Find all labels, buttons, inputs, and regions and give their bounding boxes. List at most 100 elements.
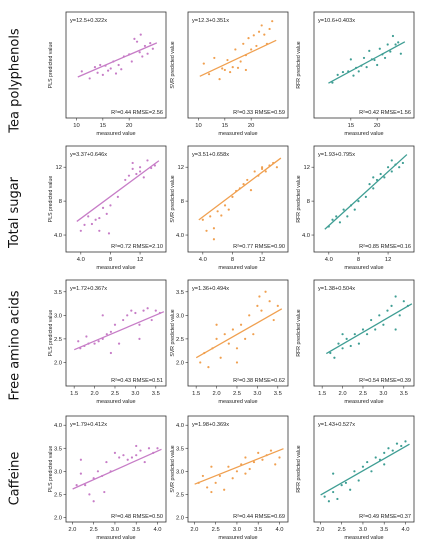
regression-line bbox=[194, 448, 284, 485]
data-point bbox=[390, 304, 393, 308]
data-point bbox=[333, 356, 336, 359]
data-point bbox=[274, 463, 277, 466]
data-point bbox=[143, 460, 146, 464]
data-point bbox=[244, 472, 247, 475]
x-axis-label: measured value bbox=[218, 535, 257, 541]
data-point bbox=[268, 164, 271, 167]
data-point bbox=[394, 328, 397, 331]
metrics-label: R²=0.85 RMSE=0.16 bbox=[359, 244, 411, 250]
x-tick-label: 3.0 bbox=[253, 391, 261, 397]
data-point bbox=[271, 20, 274, 23]
data-point bbox=[276, 304, 279, 308]
data-point bbox=[109, 67, 112, 70]
data-point bbox=[357, 479, 360, 482]
y-tick-label: 12 bbox=[304, 165, 310, 171]
data-point bbox=[268, 27, 271, 31]
data-point bbox=[215, 323, 218, 326]
data-point bbox=[109, 330, 112, 333]
y-tick-label: 3.0 bbox=[176, 469, 184, 475]
equation-label: y=1.79+0.412x bbox=[70, 422, 107, 428]
row-label-total-sugar: Total sugar bbox=[7, 176, 23, 248]
data-point bbox=[206, 486, 209, 489]
data-point bbox=[150, 166, 153, 170]
data-point bbox=[151, 47, 154, 50]
data-point bbox=[374, 456, 377, 459]
data-point bbox=[341, 347, 344, 350]
data-point bbox=[124, 178, 127, 182]
data-point bbox=[88, 493, 91, 496]
data-point bbox=[142, 309, 145, 312]
data-point bbox=[386, 166, 390, 169]
data-point bbox=[117, 342, 121, 345]
equation-label: y=3.37+0.646x bbox=[70, 152, 107, 158]
data-point bbox=[227, 208, 230, 211]
regression-line bbox=[195, 308, 283, 359]
data-point bbox=[349, 344, 352, 348]
data-point bbox=[268, 300, 271, 303]
equation-label: y=1.72+0.367x bbox=[70, 286, 107, 292]
data-point bbox=[156, 447, 159, 450]
x-axis-label: measured value bbox=[218, 399, 257, 405]
data-point bbox=[344, 481, 348, 484]
data-point bbox=[353, 470, 356, 473]
regression-line bbox=[76, 160, 160, 222]
data-point bbox=[341, 333, 344, 336]
y-tick-label: 3.5 bbox=[176, 290, 184, 296]
data-point bbox=[197, 481, 200, 484]
x-axis-label: measured value bbox=[218, 265, 257, 271]
data-point bbox=[143, 44, 147, 48]
scatter-panel-8: 1.5 2.0 2.5 3.0 3.5 measured value RFR predict… bbox=[296, 279, 415, 405]
plot-frame bbox=[65, 279, 167, 387]
data-point bbox=[80, 70, 83, 73]
data-point bbox=[263, 33, 266, 36]
metrics-label: R²=0.44 RMSE=2.56 bbox=[111, 110, 163, 116]
y-tick-label: 4.0 bbox=[176, 233, 184, 239]
y-axis-label: PLS predicted value bbox=[48, 310, 54, 357]
x-tick-label: 8 bbox=[231, 257, 234, 263]
y-axis-label: RFR predicted value bbox=[296, 175, 302, 222]
data-point bbox=[395, 442, 399, 445]
y-tick-label: 3.5 bbox=[54, 446, 62, 452]
data-point bbox=[131, 167, 134, 170]
data-point bbox=[372, 187, 375, 190]
x-tick-label: 3.0 bbox=[233, 527, 241, 533]
data-point bbox=[138, 166, 142, 169]
data-point bbox=[256, 304, 259, 308]
x-tick-label: 3.5 bbox=[380, 527, 388, 533]
regression-line bbox=[328, 41, 406, 84]
data-point bbox=[138, 51, 141, 54]
data-point bbox=[244, 54, 247, 57]
x-tick-label: 12 bbox=[259, 257, 265, 263]
data-point bbox=[353, 208, 356, 211]
equation-label: y=10.6+0.403x bbox=[318, 18, 355, 24]
data-point bbox=[130, 309, 133, 312]
y-axis-label: PLS predicted value bbox=[48, 446, 54, 493]
x-tick-label: 3.5 bbox=[274, 391, 282, 397]
data-point bbox=[386, 309, 389, 312]
y-axis-label: PLS predicted value bbox=[48, 176, 54, 223]
regression-line bbox=[199, 39, 277, 77]
data-point bbox=[349, 58, 352, 61]
x-axis-label: measured value bbox=[96, 265, 135, 271]
data-point bbox=[109, 470, 112, 473]
row-label-tea-polyphenols: Tea polyphenols bbox=[7, 27, 23, 133]
x-tick-label: 3.5 bbox=[400, 391, 408, 397]
x-tick-label: 3.5 bbox=[132, 527, 140, 533]
data-point bbox=[242, 183, 245, 186]
data-point bbox=[327, 225, 330, 228]
data-point bbox=[211, 347, 214, 350]
y-axis-label: SVR predicted value bbox=[170, 445, 176, 492]
scatter-panel-2: 15 20 measured value RFR predicted value y=1… bbox=[296, 11, 415, 137]
data-point bbox=[122, 454, 125, 457]
data-point bbox=[250, 48, 253, 51]
x-tick-label: 2.5 bbox=[359, 391, 367, 397]
data-point bbox=[331, 81, 334, 84]
x-tick-label: 20 bbox=[248, 123, 254, 129]
metrics-label: R²=0.38 RMSE=0.62 bbox=[233, 378, 285, 384]
metrics-label: R²=0.43 RMSE=0.51 bbox=[111, 378, 163, 384]
data-point bbox=[336, 497, 339, 501]
regression-line bbox=[324, 154, 408, 230]
data-point bbox=[249, 188, 253, 192]
data-point bbox=[239, 60, 242, 63]
data-point bbox=[368, 49, 371, 52]
